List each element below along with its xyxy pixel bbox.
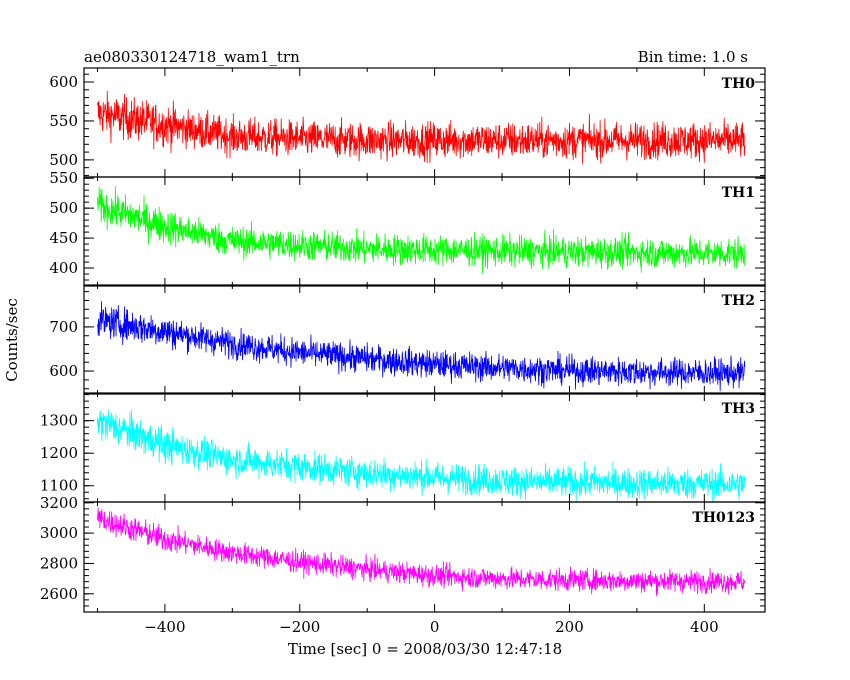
y-axis-label: Counts/sec — [3, 298, 21, 382]
x-tick-label: 200 — [555, 618, 584, 636]
panel-th2: 600 700 TH2 — [49, 284, 766, 395]
y-tick-label: 450 — [49, 229, 78, 247]
x-tick-label: −400 — [144, 618, 185, 636]
series-line-th0 — [97, 90, 746, 165]
y-tick-label: 600 — [49, 73, 78, 91]
panel-th0123: 2600 2800 3000 3200 TH0123 — [40, 494, 766, 613]
panel-th3: 1100 1200 1300 TH3 — [40, 392, 766, 503]
panel-label-th1: TH1 — [722, 185, 755, 201]
y-tick-label: 1100 — [40, 477, 78, 495]
y-tick-label: 550 — [49, 169, 78, 187]
x-axis: −400 −200 0 200 400 — [144, 618, 718, 636]
series-line-th1 — [97, 186, 746, 274]
panel-label-th0: TH0 — [722, 76, 756, 92]
y-tick-label: 2800 — [40, 554, 78, 572]
x-tick-label: 0 — [430, 618, 440, 636]
panel-th1: 400 450 500 550 TH1 — [49, 169, 766, 287]
series-line-th0123 — [97, 507, 746, 597]
y-tick-label: 400 — [49, 259, 78, 277]
y-tick-label: 500 — [49, 151, 78, 169]
y-tick-label: 3000 — [40, 524, 78, 542]
y-tick-label: 2600 — [40, 585, 78, 603]
y-tick-label: 3200 — [40, 494, 78, 512]
y-tick-label: 1200 — [40, 444, 78, 462]
y-tick-label: 1300 — [40, 412, 78, 430]
x-axis-label: Time [sec] 0 = 2008/03/30 12:47:18 — [288, 640, 562, 658]
y-tick-label: 700 — [49, 318, 78, 336]
panel-th0: 500 550 600 TH0 — [49, 67, 766, 178]
y-tick-label: 500 — [49, 199, 78, 217]
x-tick-label: 400 — [690, 618, 719, 636]
chart-title: ae080330124718_wam1_trn — [84, 48, 300, 66]
series-line-th2 — [97, 301, 746, 392]
panel-frame — [83, 501, 766, 613]
panel-frame — [83, 176, 766, 287]
y-tick-label: 600 — [49, 362, 78, 380]
y-tick-label: 550 — [49, 112, 78, 130]
panel-label-th2: TH2 — [722, 293, 755, 309]
series-line-th3 — [97, 409, 746, 502]
panel-label-th3: TH3 — [722, 401, 755, 417]
x-tick-label: −200 — [279, 618, 320, 636]
bin-time-label: Bin time: 1.0 s — [638, 48, 748, 66]
panel-frame — [83, 284, 766, 395]
panel-label-th0123: TH0123 — [692, 510, 755, 526]
